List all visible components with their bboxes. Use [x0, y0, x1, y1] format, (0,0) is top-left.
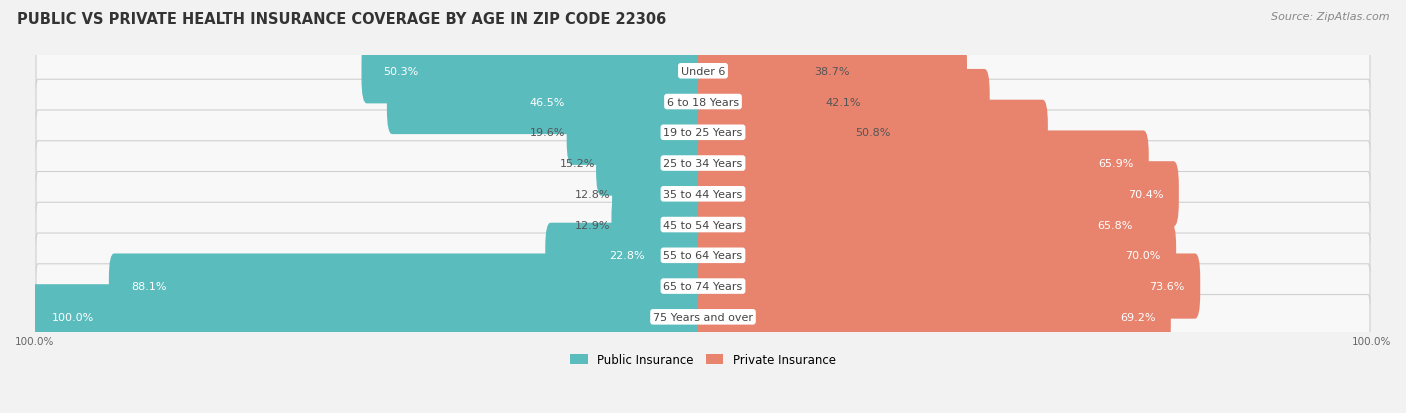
Text: 19.6%: 19.6% [530, 128, 565, 138]
Text: 50.3%: 50.3% [384, 66, 419, 76]
Text: Under 6: Under 6 [681, 66, 725, 76]
FancyBboxPatch shape [697, 39, 967, 104]
Text: 70.4%: 70.4% [1128, 189, 1164, 199]
Text: 65 to 74 Years: 65 to 74 Years [664, 281, 742, 291]
Text: 22.8%: 22.8% [609, 251, 644, 261]
Text: 42.1%: 42.1% [825, 97, 862, 107]
Text: 25 to 34 Years: 25 to 34 Years [664, 159, 742, 169]
FancyBboxPatch shape [37, 80, 1369, 125]
FancyBboxPatch shape [546, 223, 709, 288]
Text: 46.5%: 46.5% [530, 97, 565, 107]
Legend: Public Insurance, Private Insurance: Public Insurance, Private Insurance [565, 348, 841, 371]
Text: 50.8%: 50.8% [855, 128, 890, 138]
FancyBboxPatch shape [697, 192, 1149, 258]
FancyBboxPatch shape [37, 141, 1369, 186]
Text: 65.8%: 65.8% [1097, 220, 1133, 230]
FancyBboxPatch shape [37, 233, 1369, 278]
FancyBboxPatch shape [37, 295, 1369, 339]
Text: PUBLIC VS PRIVATE HEALTH INSURANCE COVERAGE BY AGE IN ZIP CODE 22306: PUBLIC VS PRIVATE HEALTH INSURANCE COVER… [17, 12, 666, 27]
Text: 70.0%: 70.0% [1125, 251, 1161, 261]
FancyBboxPatch shape [697, 223, 1177, 288]
Text: 88.1%: 88.1% [131, 281, 166, 291]
Text: 12.8%: 12.8% [575, 189, 610, 199]
FancyBboxPatch shape [37, 50, 1369, 94]
FancyBboxPatch shape [697, 100, 1047, 166]
Text: 38.7%: 38.7% [814, 66, 851, 76]
Text: 6 to 18 Years: 6 to 18 Years [666, 97, 740, 107]
FancyBboxPatch shape [30, 285, 709, 349]
FancyBboxPatch shape [37, 172, 1369, 216]
FancyBboxPatch shape [387, 70, 709, 135]
Text: 15.2%: 15.2% [560, 159, 595, 169]
Text: 12.9%: 12.9% [575, 220, 610, 230]
Text: Source: ZipAtlas.com: Source: ZipAtlas.com [1271, 12, 1389, 22]
FancyBboxPatch shape [697, 70, 990, 135]
FancyBboxPatch shape [37, 264, 1369, 309]
FancyBboxPatch shape [697, 254, 1201, 319]
Text: 73.6%: 73.6% [1150, 281, 1185, 291]
FancyBboxPatch shape [612, 192, 709, 258]
FancyBboxPatch shape [697, 131, 1149, 196]
Text: 55 to 64 Years: 55 to 64 Years [664, 251, 742, 261]
FancyBboxPatch shape [612, 162, 709, 227]
Text: 45 to 54 Years: 45 to 54 Years [664, 220, 742, 230]
Text: 35 to 44 Years: 35 to 44 Years [664, 189, 742, 199]
Text: 75 Years and over: 75 Years and over [652, 312, 754, 322]
FancyBboxPatch shape [567, 100, 709, 166]
Text: 100.0%: 100.0% [52, 312, 94, 322]
FancyBboxPatch shape [37, 111, 1369, 155]
Text: 69.2%: 69.2% [1121, 312, 1156, 322]
FancyBboxPatch shape [361, 39, 709, 104]
FancyBboxPatch shape [37, 203, 1369, 247]
Text: 65.9%: 65.9% [1098, 159, 1133, 169]
FancyBboxPatch shape [108, 254, 709, 319]
FancyBboxPatch shape [697, 162, 1178, 227]
FancyBboxPatch shape [697, 285, 1171, 349]
Text: 19 to 25 Years: 19 to 25 Years [664, 128, 742, 138]
FancyBboxPatch shape [596, 131, 709, 196]
